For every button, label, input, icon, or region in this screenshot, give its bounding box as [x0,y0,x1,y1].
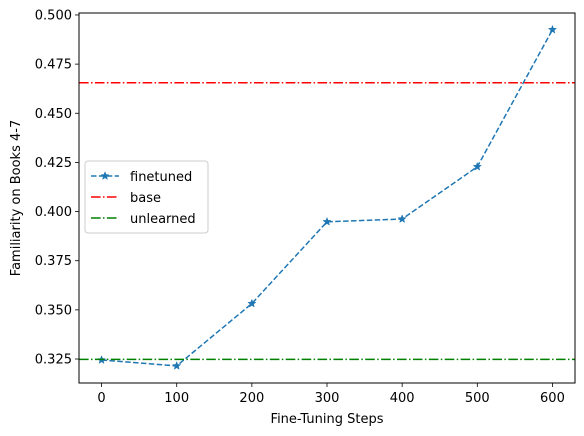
y-tick-label: 0.450 [35,107,72,122]
legend-star-finetuned [100,171,110,180]
y-tick-label: 0.350 [35,303,72,318]
data-point-star [547,24,558,34]
x-tick-label: 200 [239,391,264,406]
legend-item-unlearned: unlearned [91,212,196,227]
legend-box [84,160,209,234]
y-tick-label: 0.400 [35,205,72,220]
x-axis-label: Fine-Tuning Steps [271,412,384,427]
y-tick-label: 0.500 [35,8,72,23]
y-tick-label: 0.475 [35,58,72,73]
plot-area [79,24,575,370]
legend-label-unlearned: unlearned [130,212,196,227]
y-tick-label: 0.375 [35,254,72,269]
x-axis: 0 100 200 300 400 500 600 [97,383,565,406]
legend-item-finetuned: finetuned [91,170,192,185]
x-tick-label: 600 [540,391,565,406]
data-point-star [397,214,407,223]
x-tick-label: 0 [97,391,105,406]
x-tick-label: 400 [390,391,415,406]
data-point-star [247,298,257,308]
y-tick-label: 0.425 [35,156,72,171]
legend-label-base: base [130,191,161,206]
y-axis: 0.325 0.350 0.375 0.400 0.425 0.450 0.475 0.500 [35,8,79,368]
legend: finetuned base unlearned [84,160,209,234]
y-tick-label: 0.325 [35,353,72,368]
x-tick-label: 500 [465,391,490,406]
data-point-star [472,161,482,171]
data-point-star [172,361,182,370]
legend-item-base: base [91,191,161,206]
data-point-star [322,216,332,226]
x-tick-label: 100 [164,391,189,406]
x-tick-label: 300 [315,391,340,406]
y-axis-label: Familiarity on Books 4-7 [9,120,24,276]
legend-label-finetuned: finetuned [130,170,192,185]
